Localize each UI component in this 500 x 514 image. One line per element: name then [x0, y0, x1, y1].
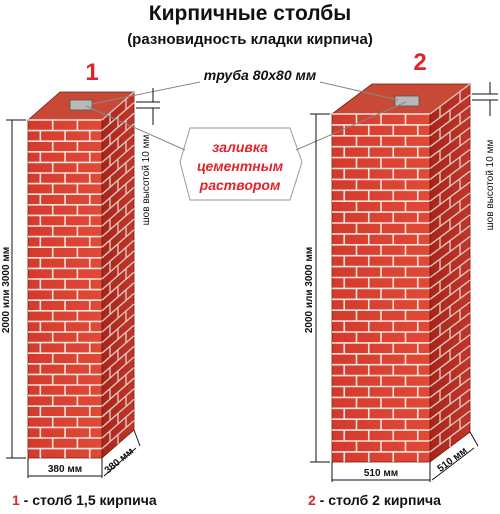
mortar-joint — [101, 218, 135, 248]
mortar-label-line-1: заливка — [212, 139, 268, 155]
pillar-2-height-label: 2000 или 3000 мм — [304, 247, 315, 333]
mortar-joint — [429, 366, 471, 398]
mortar-callout-box — [179, 127, 303, 201]
pillar-1-seam-label: шов высотой 10 мм — [141, 135, 152, 226]
mortar-joint — [429, 345, 471, 377]
mortar-joint — [101, 229, 135, 259]
mortar-leader-2 — [295, 101, 407, 151]
pillar-1-caption-text: - столб 1,5 кирпича — [20, 492, 157, 508]
mortar-joint — [101, 239, 135, 269]
mortar-joint — [429, 257, 471, 289]
pillar-1-caption-number: 1 — [12, 492, 20, 508]
mortar-joint — [429, 192, 471, 224]
pillar-2-width-label: 510 мм — [364, 468, 398, 479]
mortar-joint — [429, 388, 471, 420]
pillar-2-number: 2 — [413, 49, 426, 76]
mortar-joint — [101, 197, 135, 227]
mortar-joint — [429, 105, 471, 137]
pillar-1-height-dimension: 2000 или 3000 мм — [1, 119, 26, 459]
mortar-joint — [429, 279, 471, 311]
mortar-joint — [101, 388, 135, 418]
pillar-1-pipe — [69, 99, 93, 111]
pillar-1-side-bricks — [101, 91, 135, 450]
mortar-joint — [101, 324, 135, 354]
pillar-1-height-label: 2000 или 3000 мм — [1, 247, 12, 333]
pipe-leader-2 — [319, 81, 399, 101]
mortar-label-line-3: раствором — [199, 177, 281, 193]
mortar-joint — [101, 282, 135, 312]
pipe-leader-1 — [91, 81, 201, 105]
mortar-joint — [429, 236, 471, 268]
mortar-joint — [101, 345, 135, 375]
mortar-joint — [101, 155, 135, 185]
pillar-1-number: 1 — [85, 59, 98, 86]
mortar-joint — [429, 170, 471, 202]
pillar-2-caption: 2 - столб 2 кирпича — [308, 492, 441, 508]
mortar-joint — [101, 261, 135, 291]
mortar-joint — [101, 409, 135, 439]
pillar-2-pipe — [394, 95, 420, 107]
mortar-joint — [101, 303, 135, 333]
pillar-2-height-dimension: 2000 или 3000 мм — [304, 113, 330, 463]
mortar-joint — [429, 323, 471, 355]
pillar-2-side-bricks — [429, 83, 471, 453]
pillar-2-caption-number: 2 — [308, 492, 316, 508]
page-title: Кирпичные столбы — [149, 2, 351, 25]
mortar-leader-1 — [85, 105, 186, 151]
mortar-joint — [101, 176, 135, 206]
pipe-label: труба 80х80 мм — [204, 67, 317, 83]
mortar-joint — [101, 133, 135, 163]
pillar-1-front-bricks — [28, 119, 102, 458]
pillar-2-caption-text: - столб 2 кирпича — [316, 492, 441, 508]
pillar-2-width-dimension: 510 мм — [331, 462, 431, 482]
pillar-2-seam-label: шов высотой 10 мм — [485, 140, 496, 231]
pillar-1-width-label: 380 мм — [48, 464, 82, 475]
mortar-joint — [429, 148, 471, 180]
pillar-1-seam-dimension: шов высотой 10 мм — [136, 88, 160, 225]
mortar-joint — [429, 214, 471, 246]
mortar-joint — [101, 367, 135, 397]
page-subtitle: (разновидность кладки кирпича) — [127, 31, 373, 48]
pillar-2-front-bricks — [332, 113, 430, 462]
pillar-1-caption: 1 - столб 1,5 кирпича — [12, 492, 157, 508]
pillar-1 — [26, 91, 136, 459]
mortar-label-line-2: цементным — [197, 158, 284, 174]
mortar-joint — [429, 83, 471, 115]
mortar-joint — [429, 127, 471, 159]
mortar-joint — [429, 410, 471, 442]
pillar-2-seam-dimension: шов высотой 10 мм — [472, 82, 498, 230]
pillar-2 — [330, 83, 472, 463]
mortar-joint — [101, 112, 135, 142]
pillar-1-width-dimension: 380 мм — [27, 458, 103, 478]
mortar-joint — [429, 301, 471, 333]
